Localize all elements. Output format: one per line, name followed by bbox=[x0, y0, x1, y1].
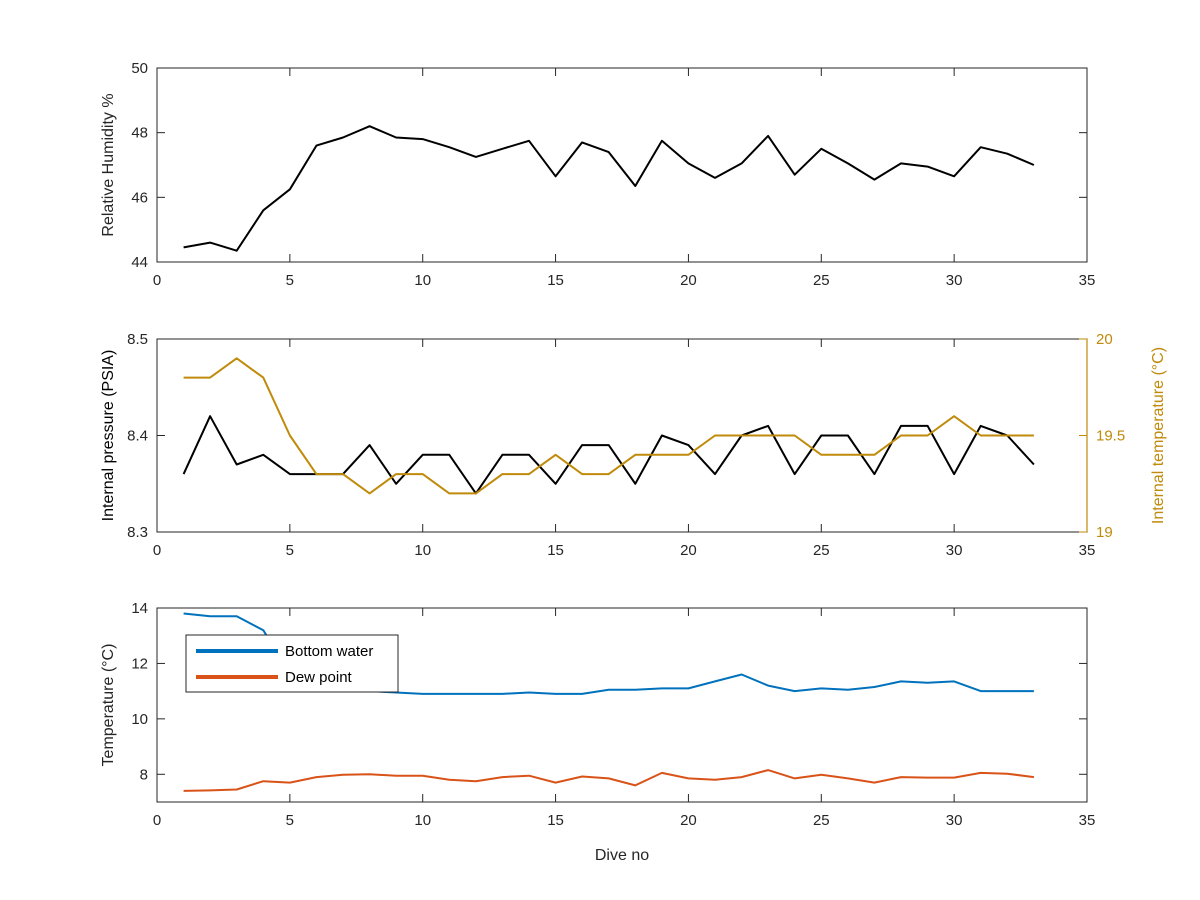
x-tick-label: 35 bbox=[1079, 812, 1096, 829]
temperature-x-ticks: 0 5 10 15 20 25 30 35 bbox=[153, 608, 1096, 829]
y-tick-label: 12 bbox=[131, 655, 148, 672]
x-tick-label: 0 bbox=[153, 272, 161, 289]
rh-axes-frame bbox=[156, 67, 1088, 263]
x-tick-label: 20 bbox=[680, 542, 697, 559]
x-tick-label: 20 bbox=[680, 812, 697, 829]
x-tick-label: 25 bbox=[813, 272, 830, 289]
x-tick-label: 30 bbox=[946, 812, 963, 829]
subplot-relative-humidity: 0 5 10 15 20 25 30 35 44 46 48 50 Relative Humidit… bbox=[100, 60, 1095, 289]
temperature-y2-axis-label: Internal temperature (°C) bbox=[1150, 347, 1167, 524]
y-tick-label: 46 bbox=[131, 189, 148, 206]
x-tick-label: 5 bbox=[286, 272, 294, 289]
y2-tick-label: 20 bbox=[1096, 331, 1113, 348]
x-tick-label: 5 bbox=[286, 542, 294, 559]
series-line-1 bbox=[183, 769, 1035, 792]
temperature-y2-ticks: 19 19.5 20 bbox=[1079, 331, 1125, 541]
legend-box bbox=[185, 634, 399, 693]
y-tick-label: 8.5 bbox=[127, 331, 148, 348]
x-tick-label: 30 bbox=[946, 272, 963, 289]
legend-label-bottom-water: Bottom water bbox=[285, 643, 373, 660]
x-tick-label: 15 bbox=[547, 272, 564, 289]
pressure-temp-lines bbox=[182, 357, 1035, 495]
pressure-y-ticks: 8.3 8.4 8.5 bbox=[127, 331, 165, 541]
x-tick-label: 35 bbox=[1079, 272, 1096, 289]
y2-tick-label: 19 bbox=[1096, 524, 1113, 541]
y-tick-label: 8.4 bbox=[127, 428, 148, 445]
x-tick-label: 15 bbox=[547, 542, 564, 559]
x-tick-label: 10 bbox=[414, 272, 431, 289]
temperature-axes-frame bbox=[156, 607, 1088, 803]
y-tick-label: 44 bbox=[131, 254, 148, 271]
rh-x-ticks: 0 5 10 15 20 25 30 35 bbox=[153, 68, 1096, 289]
x-tick-label: 15 bbox=[547, 812, 564, 829]
y-tick-label: 10 bbox=[131, 711, 148, 728]
x-tick-label: 25 bbox=[813, 542, 830, 559]
y-tick-label: 48 bbox=[131, 125, 148, 142]
x-tick-label: 0 bbox=[153, 542, 161, 559]
x-tick-label: 20 bbox=[680, 272, 697, 289]
y-tick-label: 50 bbox=[131, 60, 148, 77]
x-axis-label: Dive no bbox=[595, 847, 649, 864]
temperature-y-ticks: 8 10 12 14 bbox=[131, 600, 1087, 783]
series-line-0 bbox=[183, 125, 1035, 252]
rh-lines bbox=[183, 125, 1035, 252]
x-tick-label: 0 bbox=[153, 812, 161, 829]
legend: Bottom water Dew point bbox=[185, 634, 399, 693]
pressure-y-axis-label: Internal pressure (PSIA) bbox=[100, 350, 117, 522]
subplot-pressure-temperature: 0 5 10 15 20 25 30 35 8.3 8.4 8.5 19 19.5 20 Intern… bbox=[100, 331, 1167, 559]
y2-tick-label: 19.5 bbox=[1096, 428, 1125, 445]
x-tick-label: 10 bbox=[414, 812, 431, 829]
y-tick-label: 14 bbox=[131, 600, 148, 617]
rh-y-ticks: 44 46 48 50 bbox=[131, 60, 1087, 271]
legend-label-dew-point: Dew point bbox=[285, 669, 353, 686]
temperature-y-axis-label: Temperature (°C) bbox=[100, 644, 117, 767]
y-tick-label: 8 bbox=[140, 766, 148, 783]
rh-y-axis-label: Relative Humidity % bbox=[100, 93, 117, 236]
pressure-x-ticks: 0 5 10 15 20 25 30 35 bbox=[153, 339, 1096, 559]
x-tick-label: 35 bbox=[1079, 542, 1096, 559]
y-tick-label: 8.3 bbox=[127, 524, 148, 541]
x-tick-label: 5 bbox=[286, 812, 294, 829]
x-tick-label: 30 bbox=[946, 542, 963, 559]
x-tick-label: 25 bbox=[813, 812, 830, 829]
x-tick-label: 10 bbox=[414, 542, 431, 559]
series-line-1 bbox=[183, 357, 1034, 495]
